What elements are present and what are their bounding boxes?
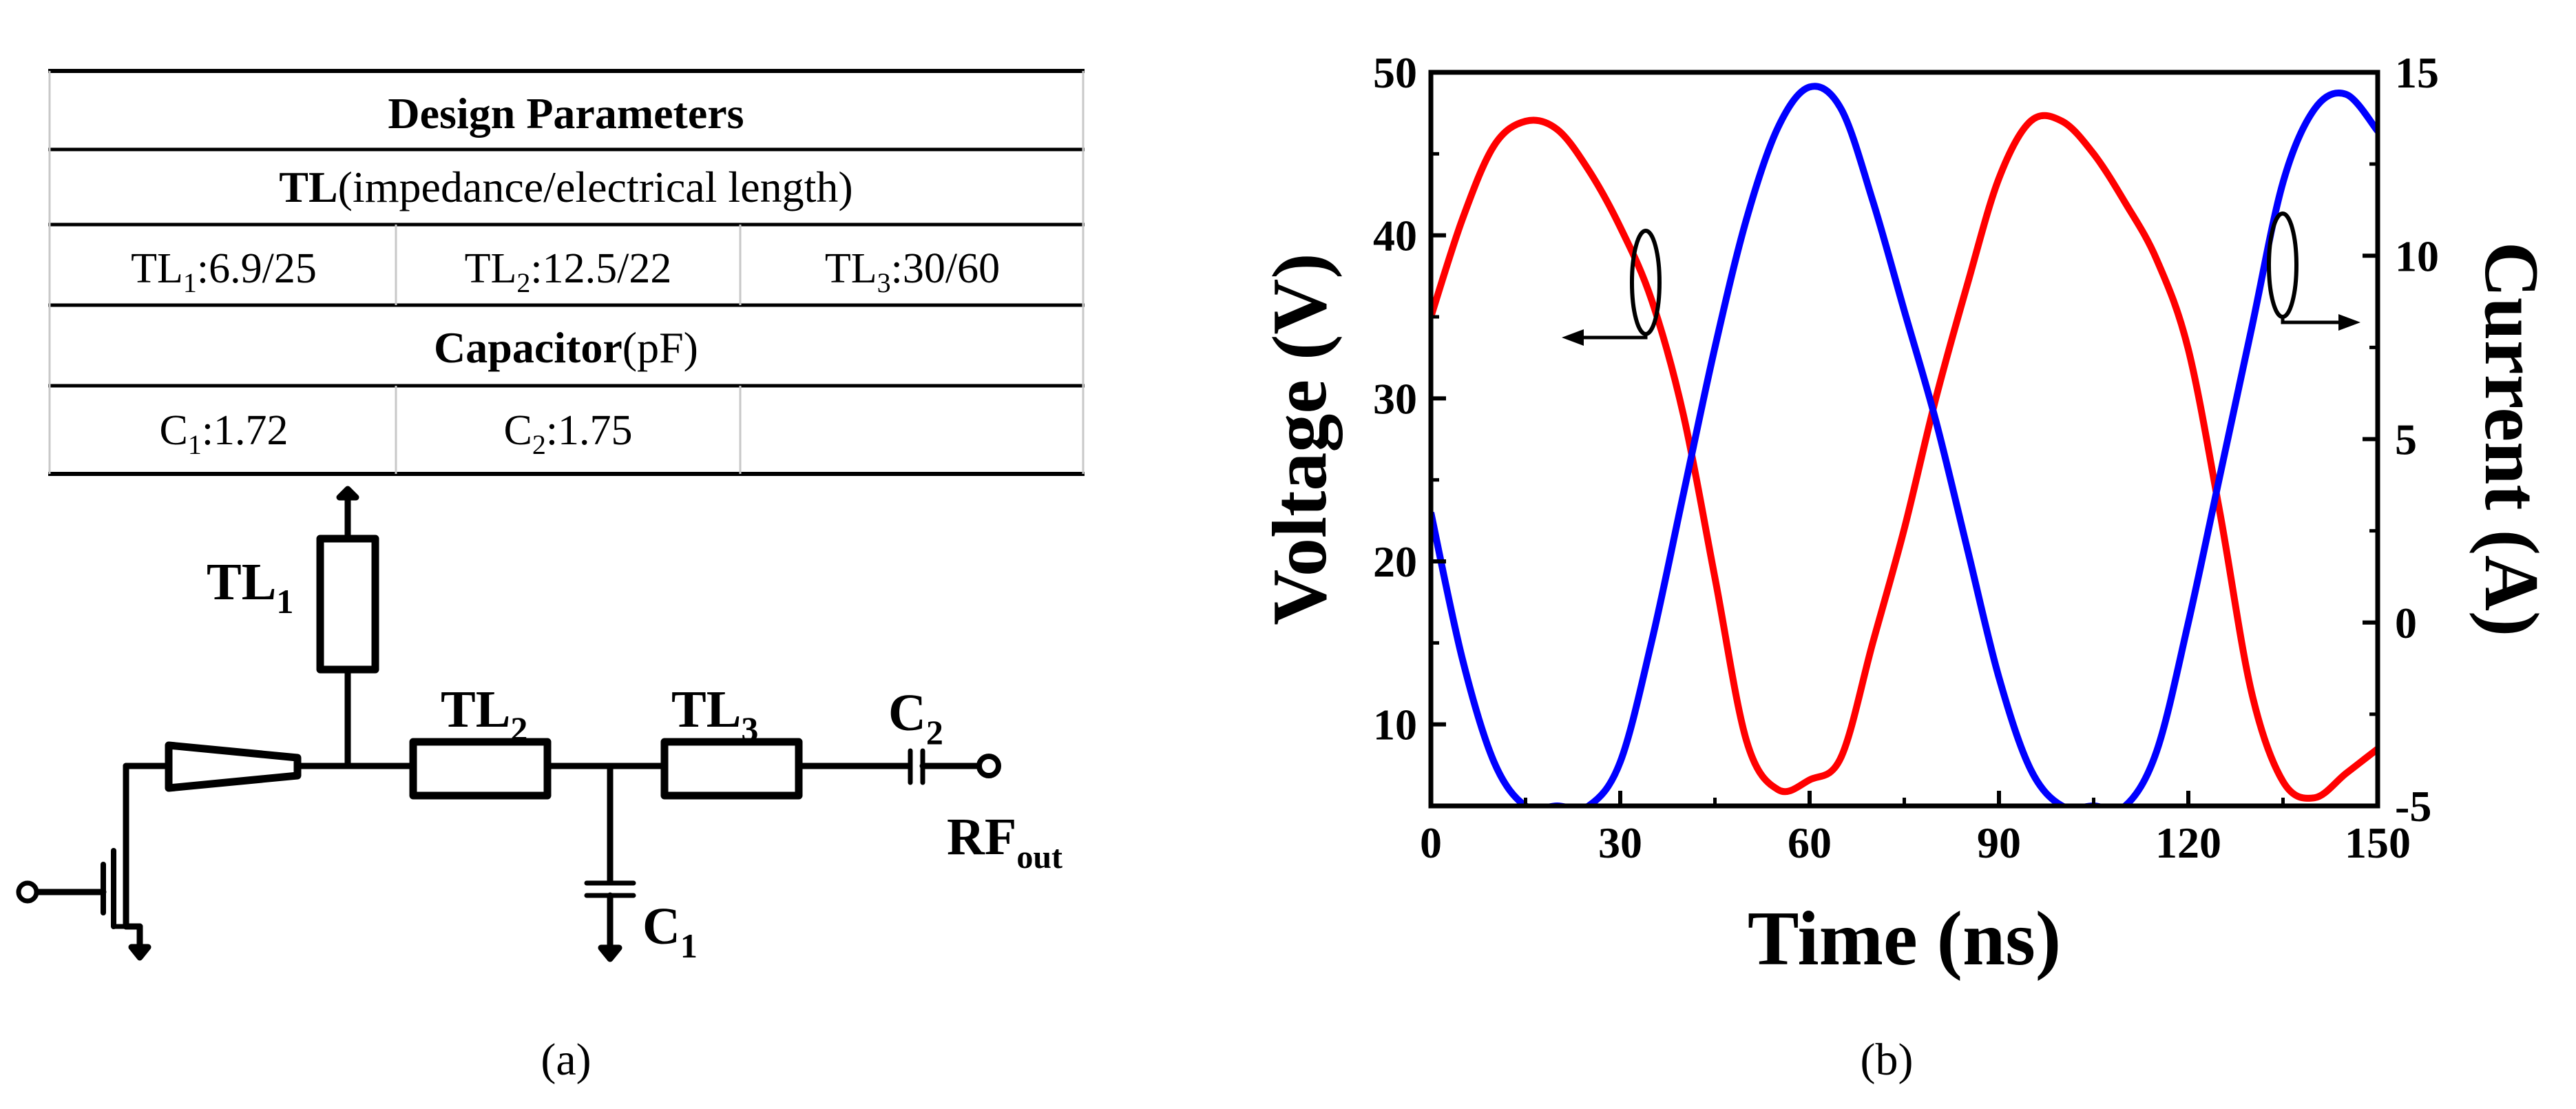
current-axis-arrowhead: [2338, 314, 2360, 331]
y-tick-label: 40: [1373, 211, 1417, 260]
voltage-axis-arrowhead: [1562, 329, 1584, 346]
x-tick-label: 0: [1420, 818, 1442, 867]
x-tick-label: 30: [1598, 818, 1642, 867]
y2-tick-label: 0: [2395, 599, 2417, 647]
y2-tick-label: -5: [2395, 782, 2431, 831]
tl1-ground-arrow: [336, 486, 359, 501]
c1-ground-arrow: [598, 944, 622, 962]
voltage-series-line: [1431, 112, 2378, 802]
x-tick-label: 60: [1788, 818, 1832, 867]
y2-tick-label: 5: [2395, 415, 2417, 464]
rf-out-label: RFout: [947, 808, 1062, 875]
capacitor-header: Capacitor(pF): [434, 323, 698, 372]
circuit-schematic: [16, 486, 1001, 962]
voltage-axis-indicator-arrow: [1580, 334, 1648, 340]
c2-cell: C2:1.75: [503, 407, 632, 460]
current-axis-indicator-arrow: [2281, 317, 2341, 324]
y2-tick-label: 10: [2395, 231, 2439, 280]
x-tick-label: 90: [1977, 818, 2021, 867]
table-cell-grid: [48, 71, 1085, 474]
c1-label: C1: [642, 898, 698, 965]
table-title: Design Parameters: [388, 89, 744, 138]
voltage-current-chart: 0 30 60 90 120 150 10 20 30 40 50 -5 0 5 10 15 Time (ns)…: [1257, 48, 2554, 982]
x-tick-label: 150: [2345, 818, 2411, 867]
tl3-label: TL3: [671, 681, 758, 748]
c2-label: C2: [888, 684, 943, 752]
current-series-line: [1431, 83, 2378, 806]
rf-out-terminal: [976, 754, 1001, 778]
series-group: [1431, 83, 2378, 806]
panel-a-caption: (a): [541, 1035, 591, 1085]
tl1-cell: TL1:6.9/25: [131, 245, 317, 298]
tl-header: TL(impedance/electrical length): [279, 163, 852, 211]
gate-input-terminal: [16, 880, 39, 904]
tapered-line: [165, 741, 302, 792]
tl2-cell: TL2:12.5/22: [465, 245, 672, 298]
y-axis-title: Voltage (V): [1257, 253, 1343, 625]
y2-tick-label: 15: [2395, 48, 2439, 97]
source-ground-arrow: [128, 944, 151, 961]
y-tick-label: 20: [1373, 537, 1417, 586]
current-axis-indicator-ellipse: [2267, 211, 2298, 319]
tl2-label: TL2: [441, 681, 527, 748]
x-tick-label: 120: [2155, 818, 2221, 867]
design-parameters-table: [48, 69, 1085, 476]
x-axis-title: Time (ns): [1748, 896, 2061, 982]
y2-axis-title: Current (A): [2469, 242, 2554, 636]
plot-frame: [1428, 70, 2380, 809]
y-tick-label: 10: [1373, 701, 1417, 749]
tl3-cell: TL3:30/60: [825, 245, 1000, 298]
c1-cell: C1:1.72: [159, 407, 288, 460]
tl1-label: TL1: [207, 553, 293, 621]
y-tick-label: 50: [1373, 48, 1417, 97]
y-tick-label: 30: [1373, 374, 1417, 423]
panel-b-caption: (b): [1861, 1035, 1914, 1085]
